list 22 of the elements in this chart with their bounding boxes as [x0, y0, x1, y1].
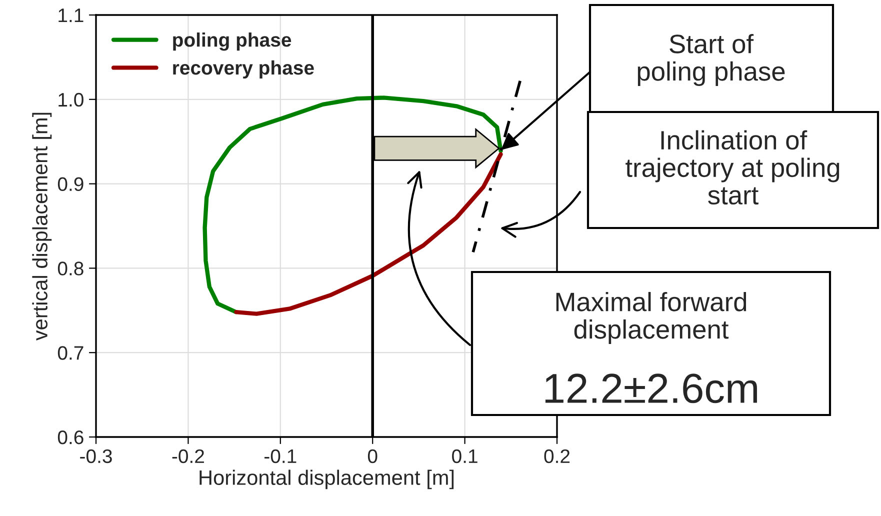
y-tick-label: 0.9 [58, 177, 84, 192]
x-tick-label: 0.1 [452, 449, 478, 464]
annotation: 12.2±2.6cm [545, 374, 757, 404]
y-tick-label: 0.8 [58, 262, 84, 276]
x-tick-label: -0.1 [264, 449, 296, 464]
x-axis-title: Horizontal displacement [m] [200, 470, 454, 490]
x-tick-label: -0.3 [80, 449, 112, 464]
text: Inclination of trajectory at poling start [626, 130, 840, 205]
line-series [202, 96, 503, 314]
y-tick-label: 0.7 [58, 346, 84, 360]
y-tick-label: 1.1 [58, 8, 84, 22]
x-tick-label: -0.2 [172, 449, 204, 464]
legend-label: recovery phase [173, 60, 314, 79]
legend-label: poling phase [173, 32, 292, 51]
y-axis-title: vertical displacement [m] [32, 112, 52, 341]
x-tick-label: 0.2 [544, 449, 570, 464]
text: Start of poling phase [638, 34, 785, 86]
y-tick-label: 0.6 [58, 430, 84, 444]
line-series [234, 152, 503, 316]
y-tick-label: 1.0 [58, 92, 84, 107]
annotation: Maximal forward displacement [556, 292, 746, 344]
x-tick-label: 0 [368, 449, 378, 464]
